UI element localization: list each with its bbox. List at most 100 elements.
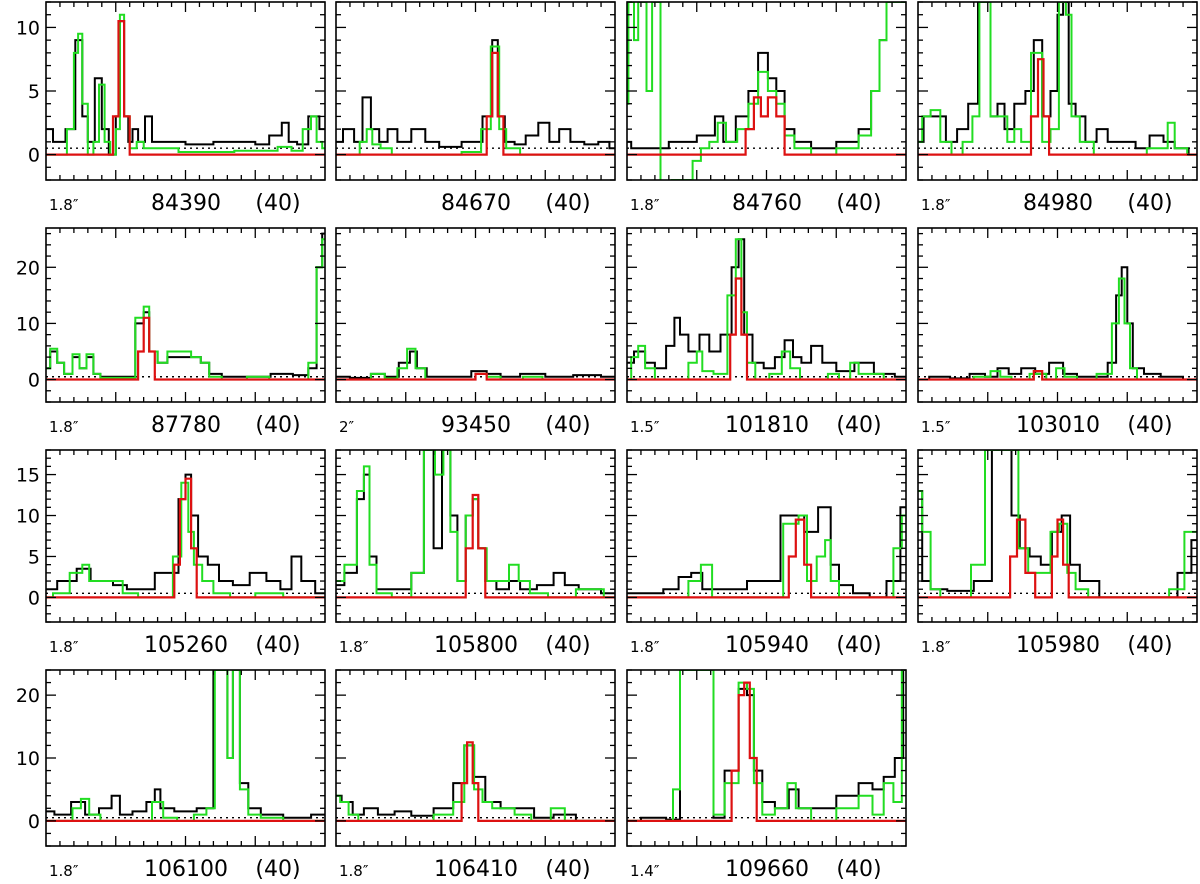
spectrum-panel: 1.5″ 103010 (40) bbox=[917, 227, 1198, 438]
beam-size-label: 1.8″ bbox=[339, 862, 369, 880]
frequency-label: 105260 bbox=[144, 633, 228, 658]
number-label: (40) bbox=[255, 633, 300, 658]
y-tick-label: 0 bbox=[28, 587, 40, 609]
spectrum-panel: 1.8″ 84980 (40) bbox=[917, 1, 1198, 216]
panel-frame bbox=[626, 1, 907, 181]
panel-frame bbox=[335, 669, 616, 847]
beam-size-label: 2″ bbox=[339, 418, 355, 436]
frequency-label: 87780 bbox=[151, 413, 221, 438]
observed-spectrum-line bbox=[627, 238, 906, 378]
panel-frame bbox=[335, 1, 616, 181]
number-label: (40) bbox=[255, 413, 300, 438]
frequency-label: 105940 bbox=[725, 633, 809, 658]
frequency-label: 101810 bbox=[725, 413, 809, 438]
beam-size-label: 1.8″ bbox=[630, 638, 660, 656]
frequency-label: 84980 bbox=[1023, 191, 1093, 216]
model-molecule-line bbox=[336, 372, 615, 381]
y-tick-label: 10 bbox=[16, 748, 40, 770]
number-label: (40) bbox=[255, 857, 300, 882]
model-molecule-line bbox=[627, 681, 906, 822]
y-tick-label: 10 bbox=[16, 506, 40, 528]
number-label: (40) bbox=[545, 191, 590, 216]
y-tick-label: 0 bbox=[28, 811, 40, 833]
y-tick-label: 10 bbox=[16, 17, 40, 39]
number-label: (40) bbox=[836, 413, 881, 438]
beam-size-label: 1.8″ bbox=[49, 418, 79, 436]
y-tick-label: 0 bbox=[28, 145, 40, 167]
model-molecule-line bbox=[627, 277, 906, 381]
number-label: (40) bbox=[1127, 633, 1172, 658]
beam-size-label: 1.4″ bbox=[630, 862, 660, 880]
y-tick-label: 20 bbox=[16, 257, 40, 279]
beam-size-label: 1.8″ bbox=[49, 638, 79, 656]
spectrum-panel: 84670 (40) bbox=[335, 1, 616, 216]
model-molecule-line bbox=[46, 316, 325, 381]
beam-size-label: 1.8″ bbox=[49, 196, 79, 214]
model-total-line bbox=[918, 277, 1197, 381]
beam-size-label: 1.8″ bbox=[339, 638, 369, 656]
model-total-line bbox=[336, 450, 615, 599]
panel-frame bbox=[626, 449, 907, 623]
model-molecule-line bbox=[336, 51, 615, 156]
frequency-label: 84760 bbox=[732, 191, 802, 216]
number-label: (40) bbox=[545, 633, 590, 658]
number-label: (40) bbox=[545, 857, 590, 882]
model-molecule-line bbox=[46, 477, 325, 599]
model-total-line bbox=[336, 45, 615, 156]
y-tick-label: 15 bbox=[16, 465, 40, 487]
observed-spectrum-line bbox=[46, 670, 325, 819]
number-label: (40) bbox=[1127, 191, 1172, 216]
model-molecule-line bbox=[46, 20, 325, 156]
frequency-label: 105800 bbox=[434, 633, 518, 658]
model-total-line bbox=[46, 238, 325, 381]
model-molecule-line bbox=[627, 518, 906, 599]
spectrum-panel: 0 10 20 1.8″ 87780 (40) bbox=[16, 227, 326, 438]
model-molecule-line bbox=[918, 370, 1197, 381]
model-molecule-line bbox=[918, 58, 1197, 156]
y-tick-label: 5 bbox=[28, 546, 40, 568]
model-molecule-line bbox=[627, 96, 906, 156]
spectrum-panel: 1.4″ 109660 (40) bbox=[626, 669, 907, 882]
panel-frame bbox=[45, 227, 326, 403]
frequency-label: 105980 bbox=[1016, 633, 1100, 658]
model-total-line bbox=[46, 13, 325, 156]
observed-spectrum-line bbox=[627, 2, 906, 150]
observed-spectrum-line bbox=[627, 506, 906, 599]
observed-spectrum-line bbox=[918, 2, 1197, 156]
spectrum-panel: 0 10 20 1.8″ 106100 (40) bbox=[16, 669, 326, 882]
observed-spectrum-line bbox=[918, 266, 1197, 381]
observed-spectrum-line bbox=[627, 670, 906, 822]
number-label: (40) bbox=[545, 413, 590, 438]
spectrum-panel: 2″ 93450 (40) bbox=[335, 227, 616, 438]
model-total-line bbox=[46, 670, 325, 822]
y-tick-label: 0 bbox=[28, 370, 40, 392]
y-tick-label: 10 bbox=[16, 313, 40, 335]
model-total-line bbox=[627, 514, 906, 599]
model-molecule-line bbox=[918, 518, 1197, 599]
panel-frame bbox=[626, 227, 907, 403]
number-label: (40) bbox=[836, 857, 881, 882]
frequency-label: 106410 bbox=[434, 857, 518, 882]
frequency-label: 109660 bbox=[725, 857, 809, 882]
spectrum-panel: 0 5 10 1.8″ 84390 (40) bbox=[16, 1, 326, 216]
beam-size-label: 1.8″ bbox=[630, 196, 660, 214]
observed-spectrum-line bbox=[336, 450, 615, 595]
frequency-label: 84670 bbox=[441, 191, 511, 216]
model-total-line bbox=[627, 238, 906, 381]
spectrum-panel: 1.5″ 101810 (40) bbox=[626, 227, 907, 438]
panel-frame bbox=[917, 227, 1198, 403]
frequency-label: 106100 bbox=[144, 857, 228, 882]
beam-size-label: 1.8″ bbox=[921, 638, 951, 656]
frequency-label: 93450 bbox=[441, 413, 511, 438]
frequency-label: 84390 bbox=[151, 191, 221, 216]
number-label: (40) bbox=[1127, 413, 1172, 438]
number-label: (40) bbox=[255, 191, 300, 216]
y-tick-label: 5 bbox=[28, 81, 40, 103]
model-total-line bbox=[627, 2, 906, 180]
spectrum-panel: 0 5 10 15 1.8″ 105260 (40) bbox=[16, 449, 326, 658]
spectrum-panel: 1.8″ 105940 (40) bbox=[626, 449, 907, 658]
observed-spectrum-line bbox=[336, 39, 615, 150]
spectrum-panel: 1.8″ 105980 (40) bbox=[917, 449, 1198, 658]
model-total-line bbox=[627, 670, 906, 822]
